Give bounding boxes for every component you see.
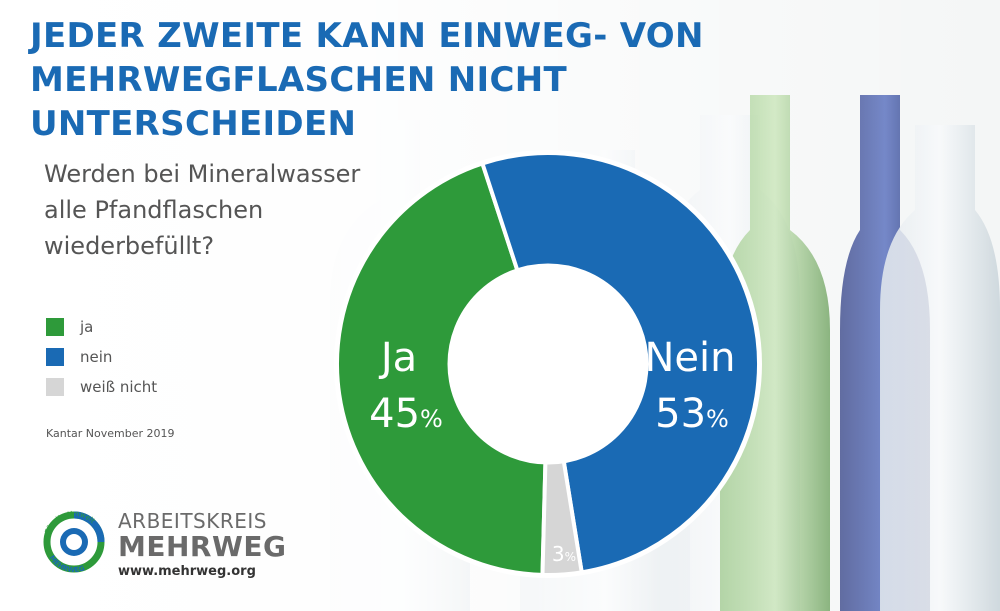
brand-name-line-2: MEHRWEG — [118, 530, 287, 563]
page-title-line-1: JEDER ZWEITE KANN EINWEG- VON — [30, 16, 704, 56]
brand-name-line-1: ARBEITSKREIS — [118, 509, 267, 533]
slice-label-ja-value-unit: % — [420, 405, 443, 433]
survey-question-line-2: alle Pfandflaschen — [44, 196, 264, 224]
donut-hole — [447, 263, 649, 465]
survey-question: Werden bei Mineralwasser alle Pfandflasc… — [44, 156, 374, 264]
legend-swatch-nein — [46, 348, 64, 366]
chart-legend: ja nein weiß nicht — [46, 312, 157, 402]
slice-label-ja-value: 45% — [369, 391, 443, 437]
slice-label-weiss-nicht-value-number: 3 — [552, 542, 565, 566]
svg-text:MEHRWEG: MEHRWEG — [48, 554, 86, 574]
mehrweg-logo: Für die Umwelt MEHRWEG — [43, 510, 105, 574]
slice-label-nein-value: 53% — [655, 391, 729, 437]
page-title: JEDER ZWEITE KANN EINWEG- VON MEHRWEGFLA… — [30, 14, 850, 146]
brand-website-link[interactable]: www.mehrweg.org — [118, 564, 256, 579]
slice-label-ja-value-number: 45 — [369, 391, 420, 437]
source-note: Kantar November 2019 — [46, 427, 175, 440]
legend-item-weiss-nicht: weiß nicht — [46, 372, 157, 402]
brand-block: Für die Umwelt MEHRWEG ARBEITSKREIS MEHR… — [38, 506, 298, 586]
survey-question-line-3: wiederbefüllt? — [44, 232, 215, 260]
legend-label-nein: nein — [80, 348, 113, 366]
page-title-line-2: MEHRWEGFLASCHEN NICHT UNTERSCHEIDEN — [30, 60, 567, 144]
legend-label-weiss-nicht: weiß nicht — [80, 378, 158, 396]
legend-swatch-weiss-nicht — [46, 378, 64, 396]
slice-label-weiss-nicht-value: 3% — [552, 542, 576, 566]
legend-swatch-ja — [46, 318, 64, 336]
slice-label-nein-value-number: 53 — [655, 391, 706, 437]
slice-label-nein-value-unit: % — [706, 405, 729, 433]
slice-label-ja-name: Ja — [378, 335, 417, 381]
slice-label-weiss-nicht-value-unit: % — [565, 550, 576, 564]
logo-text-bottom: MEHRWEG — [48, 554, 86, 574]
legend-label-ja: ja — [80, 318, 94, 336]
slice-label-nein-name: Nein — [645, 335, 736, 381]
legend-item-nein: nein — [46, 342, 157, 372]
survey-question-line-1: Werden bei Mineralwasser — [44, 160, 361, 188]
legend-item-ja: ja — [46, 312, 157, 342]
